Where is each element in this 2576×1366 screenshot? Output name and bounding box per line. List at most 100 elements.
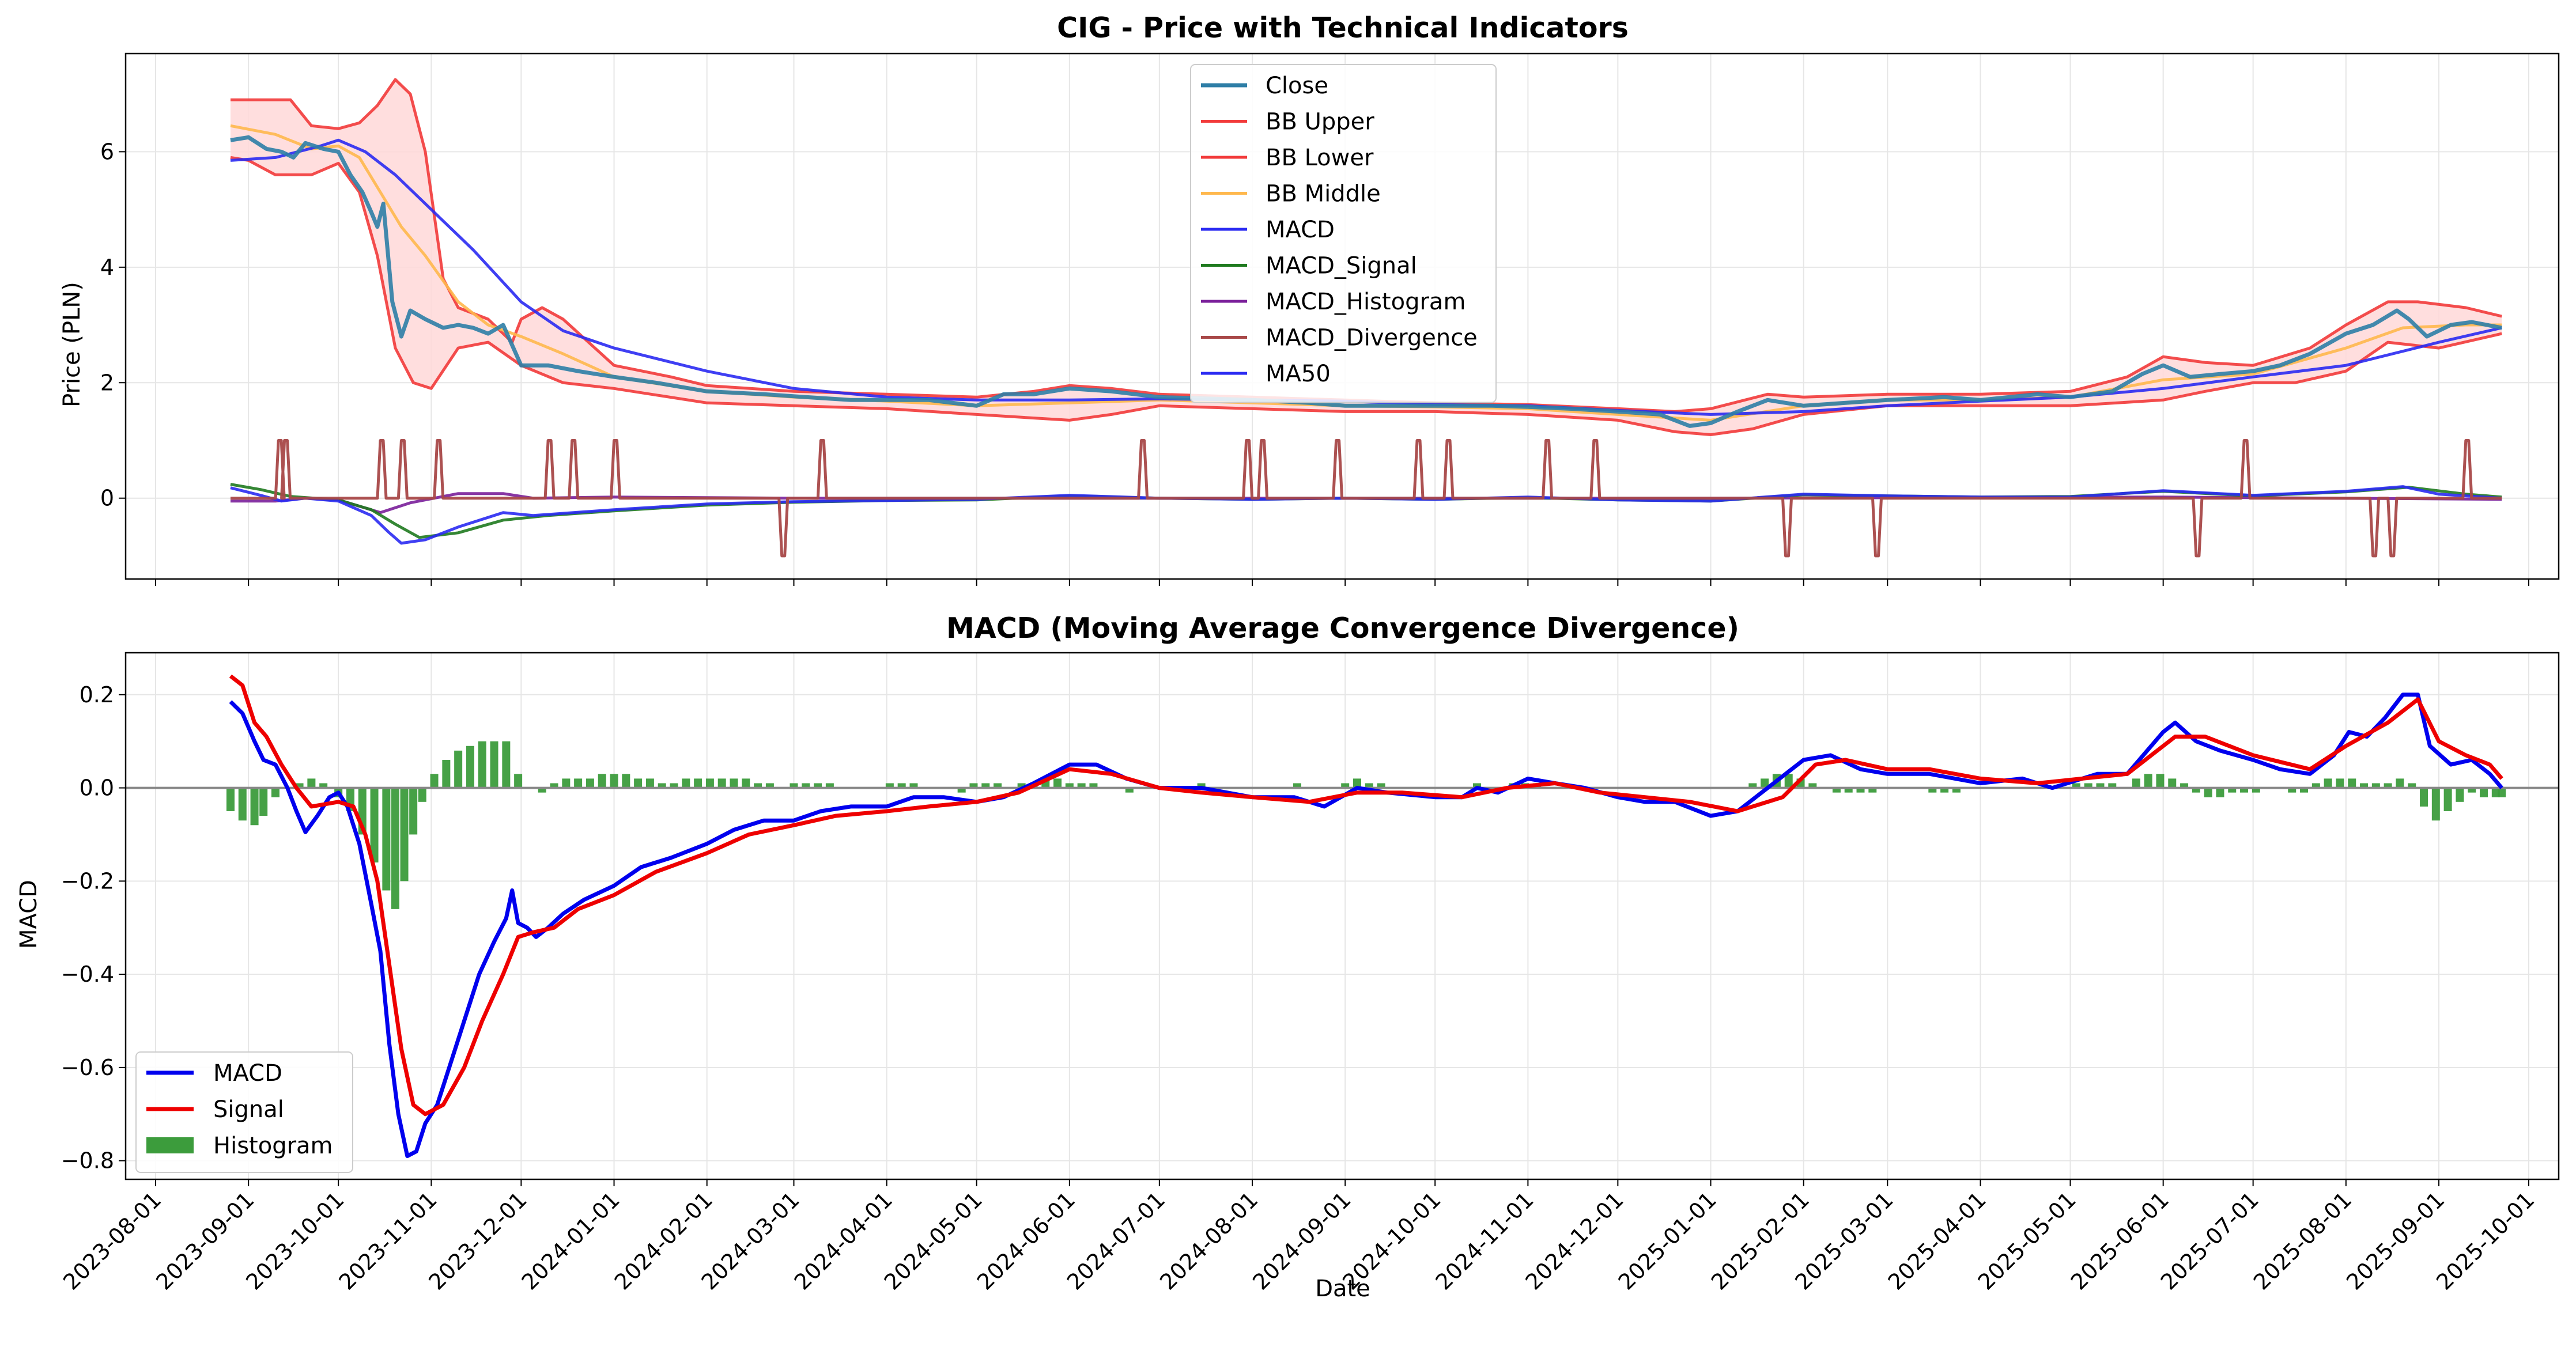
- histogram-bar: [957, 788, 966, 793]
- histogram-bar: [994, 783, 1002, 788]
- macd-histogram-bars: [126, 741, 2559, 909]
- histogram-bar: [2431, 788, 2440, 821]
- histogram-bar: [682, 778, 690, 788]
- histogram-bar: [670, 783, 678, 788]
- histogram-bar: [2108, 783, 2117, 788]
- histogram-bar: [645, 778, 654, 788]
- histogram-bar: [550, 783, 558, 788]
- histogram-bar: [814, 783, 822, 788]
- macd-y-tick-label: −0.8: [61, 1148, 114, 1174]
- price-y-tick-label: 6: [100, 139, 114, 164]
- histogram-bar: [1844, 788, 1853, 793]
- histogram-bar: [2192, 788, 2200, 793]
- histogram-bar: [538, 788, 546, 793]
- histogram-bar: [825, 783, 834, 788]
- histogram-bar: [1928, 788, 1937, 793]
- legend-label-bb-middle: BB Middle: [1266, 181, 1381, 207]
- histogram-bar: [2384, 783, 2392, 788]
- histogram-bar: [2252, 788, 2260, 793]
- histogram-bar: [1808, 783, 1817, 788]
- macd-y-axis-label: MACD: [16, 880, 42, 949]
- histogram-bar: [2168, 778, 2177, 788]
- histogram-bar: [969, 783, 978, 788]
- histogram-bar: [2288, 788, 2297, 793]
- histogram-bar: [586, 778, 594, 788]
- price-y-tick-label: 2: [100, 370, 114, 395]
- price-series-macd-histogram: [231, 492, 2502, 514]
- histogram-bar: [802, 783, 810, 788]
- histogram-bar: [1761, 778, 1769, 788]
- histogram-bar: [1952, 788, 1961, 793]
- histogram-bar: [514, 774, 523, 788]
- macd-legend: MACD Signal Histogram: [135, 1051, 353, 1173]
- histogram-bar: [1868, 788, 1877, 793]
- histogram-bar: [307, 778, 316, 788]
- histogram-bar: [1089, 783, 1098, 788]
- histogram-bar: [2336, 778, 2344, 788]
- histogram-bar: [250, 788, 259, 826]
- histogram-bar: [478, 741, 486, 788]
- histogram-bar: [2096, 783, 2105, 788]
- macd-y-tick-label: −0.2: [61, 868, 114, 894]
- price-x-ticks: [154, 579, 2530, 586]
- price-series-macd-divergence: [231, 439, 2502, 558]
- histogram-bar: [2240, 788, 2249, 793]
- histogram-bar: [1377, 783, 1385, 788]
- macd-y-tick-label: −0.4: [61, 962, 114, 987]
- histogram-bar: [622, 774, 630, 788]
- histogram-bar: [717, 778, 726, 788]
- histogram-bar: [2072, 783, 2080, 788]
- histogram-bar: [1077, 783, 1086, 788]
- histogram-bar: [2216, 788, 2224, 797]
- legend-label-macd-histogram: MACD_Histogram: [1266, 289, 1465, 315]
- macd-panel: MACD (Moving Average Convergence Diverge…: [16, 612, 2560, 1302]
- histogram-bar: [730, 778, 738, 788]
- legend-label-signal: Signal: [213, 1096, 284, 1123]
- date-tick-label: 2024-08-01: [1155, 1187, 1263, 1295]
- histogram-bar: [502, 741, 511, 788]
- histogram-bar: [1053, 778, 1062, 788]
- macd-gridlines: [126, 653, 2559, 1179]
- legend-label-close: Close: [1266, 73, 1328, 99]
- date-tick-label: 2024-01-01: [517, 1187, 625, 1295]
- histogram-bar: [1784, 774, 1793, 788]
- histogram-bar: [391, 788, 399, 909]
- histogram-bar: [694, 778, 702, 788]
- histogram-bar: [598, 774, 606, 788]
- legend-label-bb-lower: BB Lower: [1266, 145, 1374, 171]
- histogram-bar: [259, 788, 268, 816]
- histogram-bar: [2443, 788, 2452, 812]
- price-panel: CIG - Price with Technical Indicators Pr…: [59, 12, 2560, 586]
- histogram-bar: [909, 783, 918, 788]
- macd-y-tick-label: 0.0: [80, 775, 114, 801]
- price-series-macd: [230, 485, 2502, 545]
- legend-swatch-histogram: [146, 1137, 194, 1153]
- macd-chart-title: MACD (Moving Average Convergence Diverge…: [946, 612, 1739, 645]
- histogram-bar: [1341, 783, 1350, 788]
- histogram-bar: [2228, 788, 2237, 793]
- histogram-bar: [658, 783, 666, 788]
- histogram-bar: [238, 788, 247, 821]
- histogram-bar: [319, 783, 328, 788]
- histogram-bar: [409, 788, 418, 835]
- histogram-bar: [2420, 788, 2428, 807]
- macd-series-lines: [229, 674, 2503, 1159]
- histogram-bar: [1856, 788, 1865, 793]
- histogram-bar: [442, 760, 451, 788]
- histogram-bar: [2300, 788, 2309, 793]
- histogram-bar: [1748, 783, 1757, 788]
- macd-y-tick-label: 0.2: [80, 682, 114, 707]
- histogram-bar: [2480, 788, 2488, 797]
- histogram-bar: [1197, 783, 1206, 788]
- histogram-bar: [490, 741, 498, 788]
- histogram-bar: [2396, 778, 2404, 788]
- histogram-bar: [271, 788, 279, 797]
- histogram-bar: [2468, 788, 2476, 793]
- legend-label-ma50: MA50: [1266, 361, 1331, 387]
- histogram-bar: [226, 788, 235, 812]
- price-legend-box: [1190, 64, 1497, 403]
- histogram-bar: [981, 783, 990, 788]
- histogram-bar: [574, 778, 583, 788]
- signal-line: [229, 674, 2503, 1117]
